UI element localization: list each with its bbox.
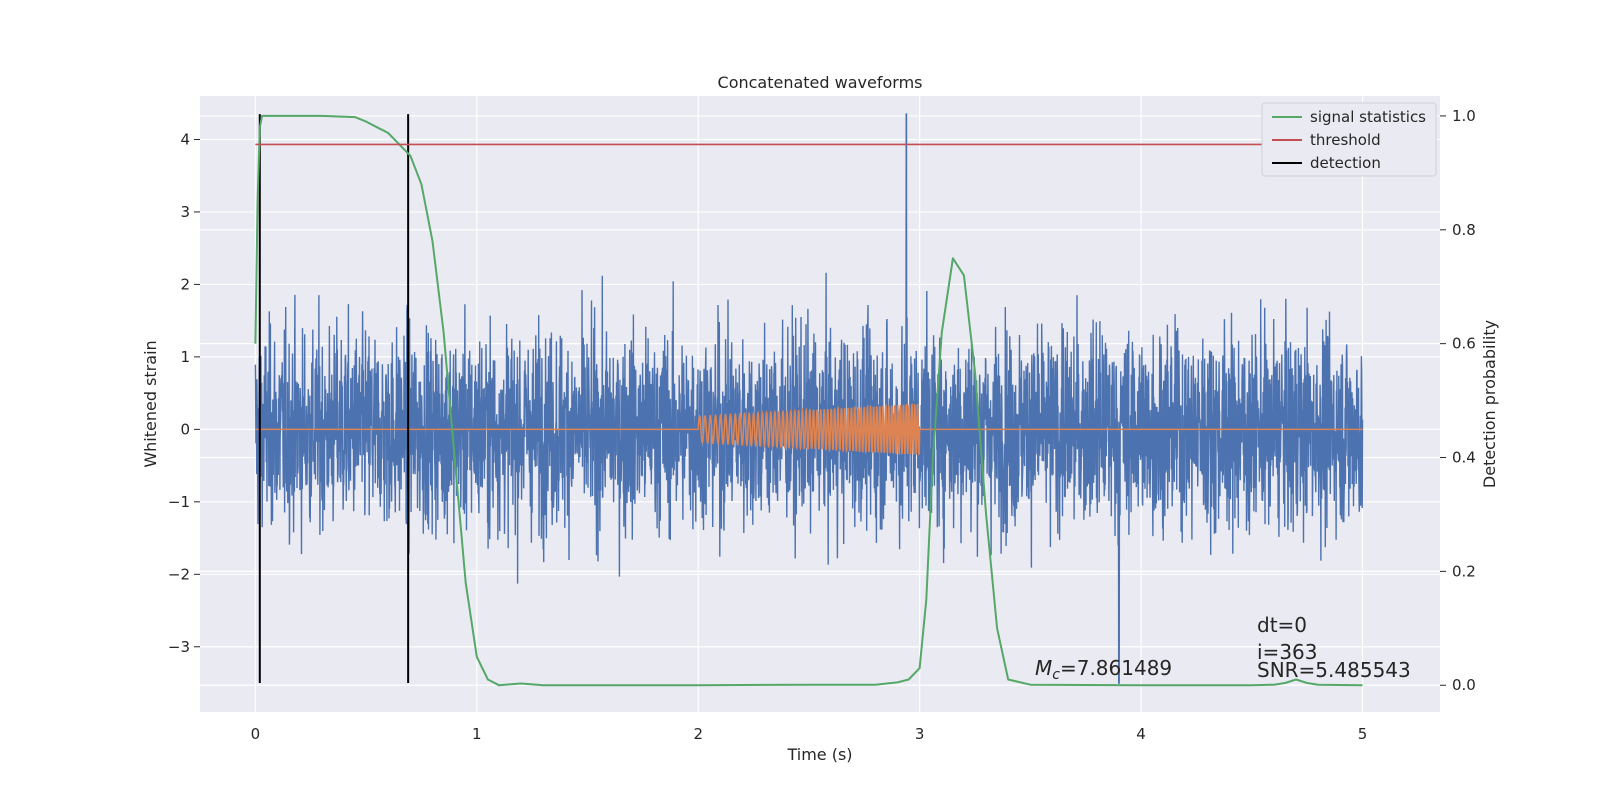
annotation-i: i=363: [1257, 640, 1318, 664]
chart-title: Concatenated waveforms: [718, 73, 923, 92]
y-axis-right: 0.0 0.2 0.4 0.6 0.8 1.0: [1440, 107, 1476, 694]
annotation-snr: SNR=5.485543: [1257, 658, 1411, 682]
signal-statistics-line: [254, 114, 1363, 687]
annotation-mc: Mc=7.861489: [1035, 656, 1172, 683]
y-tick-label: 1: [180, 348, 190, 366]
legend-box: [1261, 102, 1437, 177]
strain-series: [254, 113, 1364, 684]
strain-line: [254, 113, 1364, 684]
legend-label-detection: detection: [1310, 154, 1381, 172]
y-axis-left: −3 −2 −1 0 1 2 3 4: [168, 130, 200, 656]
y-right-tick-label: 0.0: [1452, 676, 1476, 694]
y-tick-label: 0: [180, 420, 190, 438]
legend-label-threshold: threshold: [1310, 131, 1381, 149]
y-tick-label: −3: [168, 638, 190, 656]
x-axis: 0 1 2 3 4 5: [251, 725, 1368, 743]
annotation-dt: dt=0: [1257, 613, 1307, 637]
y-tick-label: 2: [180, 275, 190, 293]
x-tick-label: 0: [251, 725, 261, 743]
y-right-tick-label: 0.4: [1452, 449, 1476, 467]
y-tick-label: 4: [180, 130, 190, 148]
x-tick-label: 5: [1358, 725, 1368, 743]
detection-lines: [258, 114, 410, 684]
x-axis-label: Time (s): [786, 745, 852, 764]
y-right-tick-label: 1.0: [1452, 107, 1476, 125]
template-line: [255, 402, 1363, 456]
template-series: [255, 402, 1363, 456]
x-tick-label: 1: [472, 725, 482, 743]
y-right-tick-label: 0.2: [1452, 562, 1476, 580]
y-axis-right-label: Detection probability: [1480, 320, 1499, 488]
y-axis-label: Whitened strain: [141, 340, 160, 467]
legend-label-signal: signal statistics: [1310, 108, 1426, 126]
x-tick-label: 3: [915, 725, 925, 743]
signal-statistics-series: [254, 114, 1363, 687]
y-tick-label: 3: [180, 203, 190, 221]
legend: signal statistics threshold detection: [1261, 102, 1437, 177]
y-right-tick-label: 0.6: [1452, 335, 1476, 353]
x-tick-label: 4: [1136, 725, 1146, 743]
y-tick-label: −2: [168, 565, 190, 583]
y-tick-label: −1: [168, 493, 190, 511]
y-right-tick-label: 0.8: [1452, 221, 1476, 239]
x-tick-label: 2: [693, 725, 703, 743]
